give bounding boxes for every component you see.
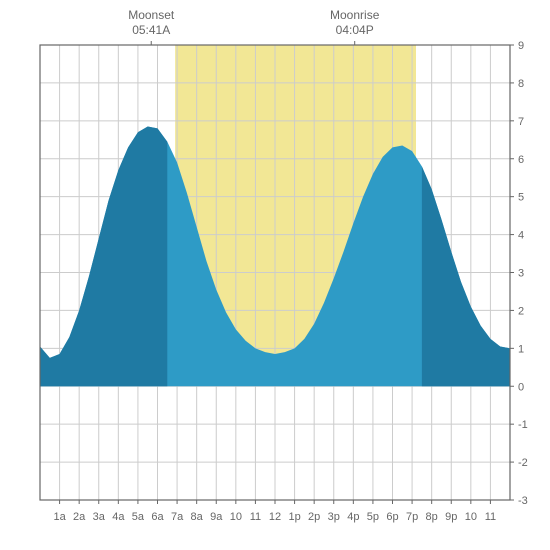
x-tick-label: 10 (230, 511, 242, 523)
x-tick-label: 2p (308, 511, 320, 523)
x-tick-label: 8a (191, 511, 204, 523)
x-tick-label: 2a (73, 511, 86, 523)
y-tick-label: -3 (518, 495, 528, 507)
chart-svg: -3-2-101234567891a2a3a4a5a6a7a8a9a101112… (0, 0, 550, 550)
moonrise-label: Moonrise 04:04P (315, 8, 395, 38)
moonset-label: Moonset 05:41A (111, 8, 191, 38)
y-tick-label: 2 (518, 305, 524, 317)
y-tick-label: 0 (518, 381, 524, 393)
y-tick-label: 5 (518, 192, 524, 204)
tide-chart: Moonset 05:41A Moonrise 04:04P -3-2-1012… (0, 0, 550, 550)
x-tick-label: 5a (132, 511, 145, 523)
y-tick-label: -1 (518, 419, 528, 431)
y-tick-label: 8 (518, 78, 524, 90)
x-tick-label: 7p (406, 511, 418, 523)
x-tick-label: 11 (250, 511, 261, 523)
x-tick-label: 3a (93, 511, 106, 523)
x-tick-label: 3p (328, 511, 340, 523)
x-tick-label: 6p (386, 511, 398, 523)
x-tick-label: 1a (53, 511, 66, 523)
x-tick-label: 5p (367, 511, 379, 523)
x-tick-label: 8p (426, 511, 438, 523)
x-tick-label: 4a (112, 511, 125, 523)
x-tick-label: 1p (288, 511, 300, 523)
y-tick-label: 6 (518, 154, 524, 166)
x-tick-label: 10 (465, 511, 477, 523)
y-tick-label: 9 (518, 40, 524, 52)
x-tick-label: 4p (347, 511, 359, 523)
x-tick-label: 7a (171, 511, 184, 523)
x-tick-label: 12 (269, 511, 281, 523)
y-tick-label: 4 (518, 230, 524, 242)
y-tick-label: 1 (518, 343, 524, 355)
x-tick-label: 11 (485, 511, 496, 523)
y-tick-label: 7 (518, 116, 524, 128)
x-tick-label: 9a (210, 511, 223, 523)
x-tick-label: 6a (151, 511, 164, 523)
y-tick-label: 3 (518, 268, 524, 280)
x-tick-label: 9p (445, 511, 457, 523)
y-tick-label: -2 (518, 457, 528, 469)
